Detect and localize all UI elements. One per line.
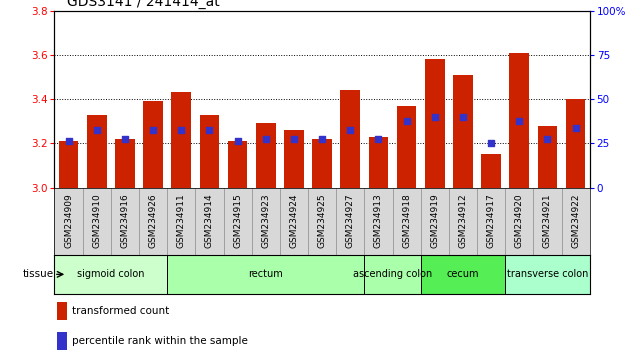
Bar: [566, 99, 585, 188]
Bar: [453, 75, 473, 188]
Text: transverse colon: transverse colon: [507, 269, 588, 279]
Point: [176, 127, 187, 133]
Text: transformed count: transformed count: [72, 306, 169, 316]
Bar: [336, 188, 364, 255]
Bar: [87, 115, 106, 188]
Bar: [57, 302, 67, 320]
Bar: [312, 139, 332, 188]
Point: [92, 127, 102, 133]
Point: [429, 114, 440, 120]
Point: [204, 127, 215, 133]
Bar: [369, 137, 388, 188]
Bar: [111, 188, 139, 255]
Text: GSM234927: GSM234927: [345, 193, 354, 248]
Text: GSM234910: GSM234910: [92, 193, 101, 248]
Text: cecum: cecum: [447, 269, 479, 279]
Bar: [83, 188, 111, 255]
Text: GSM234915: GSM234915: [233, 193, 242, 248]
Text: GSM234916: GSM234916: [121, 193, 129, 248]
Point: [345, 127, 355, 133]
Text: ascending colon: ascending colon: [353, 269, 432, 279]
Bar: [481, 154, 501, 188]
Text: GSM234923: GSM234923: [262, 193, 271, 248]
Point: [570, 125, 581, 131]
Bar: [505, 188, 533, 255]
Bar: [420, 255, 505, 294]
Bar: [562, 188, 590, 255]
Bar: [143, 101, 163, 188]
Point: [233, 138, 243, 144]
Point: [401, 119, 412, 124]
Point: [373, 136, 383, 142]
Bar: [392, 188, 420, 255]
Text: GSM234919: GSM234919: [430, 193, 439, 248]
Bar: [256, 124, 276, 188]
Point: [289, 136, 299, 142]
Bar: [228, 141, 247, 188]
Text: GSM234921: GSM234921: [543, 193, 552, 248]
Bar: [54, 188, 83, 255]
Bar: [199, 115, 219, 188]
Text: sigmoid colon: sigmoid colon: [77, 269, 145, 279]
Bar: [425, 59, 445, 188]
Point: [120, 136, 130, 142]
Bar: [59, 141, 78, 188]
Text: tissue: tissue: [23, 269, 54, 279]
Bar: [397, 106, 417, 188]
Point: [542, 136, 553, 142]
Bar: [449, 188, 477, 255]
Text: GSM234909: GSM234909: [64, 193, 73, 248]
Text: GSM234911: GSM234911: [177, 193, 186, 248]
Bar: [284, 130, 304, 188]
Point: [458, 114, 468, 120]
Bar: [505, 255, 590, 294]
Text: GSM234914: GSM234914: [205, 193, 214, 248]
Bar: [538, 126, 557, 188]
Bar: [54, 255, 167, 294]
Text: GSM234918: GSM234918: [402, 193, 411, 248]
Bar: [252, 188, 280, 255]
Point: [261, 136, 271, 142]
Text: GSM234917: GSM234917: [487, 193, 495, 248]
Bar: [196, 188, 224, 255]
Point: [514, 119, 524, 124]
Bar: [280, 188, 308, 255]
Text: rectum: rectum: [248, 269, 283, 279]
Text: GDS3141 / 241414_at: GDS3141 / 241414_at: [67, 0, 220, 9]
Bar: [115, 139, 135, 188]
Bar: [57, 332, 67, 350]
Bar: [420, 188, 449, 255]
Point: [317, 136, 328, 142]
Text: GSM234925: GSM234925: [317, 193, 327, 248]
Bar: [364, 188, 392, 255]
Text: GSM234912: GSM234912: [458, 193, 467, 248]
Text: GSM234913: GSM234913: [374, 193, 383, 248]
Point: [63, 138, 74, 144]
Point: [486, 141, 496, 146]
Bar: [510, 53, 529, 188]
Bar: [308, 188, 336, 255]
Bar: [477, 188, 505, 255]
Bar: [340, 90, 360, 188]
Bar: [364, 255, 420, 294]
Bar: [167, 188, 196, 255]
Bar: [167, 255, 364, 294]
Text: GSM234924: GSM234924: [290, 193, 299, 247]
Bar: [171, 92, 191, 188]
Point: [148, 127, 158, 133]
Text: GSM234920: GSM234920: [515, 193, 524, 248]
Text: percentile rank within the sample: percentile rank within the sample: [72, 336, 247, 346]
Text: GSM234922: GSM234922: [571, 193, 580, 247]
Bar: [533, 188, 562, 255]
Bar: [139, 188, 167, 255]
Text: GSM234926: GSM234926: [149, 193, 158, 248]
Bar: [224, 188, 252, 255]
